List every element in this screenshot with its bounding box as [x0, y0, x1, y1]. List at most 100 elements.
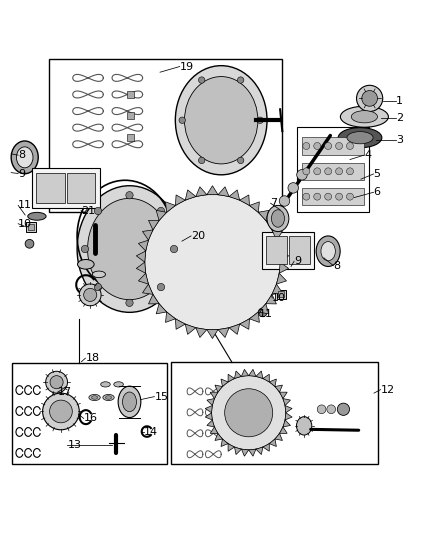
Ellipse shape — [340, 106, 389, 127]
Polygon shape — [285, 406, 292, 413]
Ellipse shape — [338, 128, 382, 148]
Ellipse shape — [114, 382, 124, 387]
Circle shape — [327, 405, 336, 414]
Polygon shape — [218, 328, 229, 337]
Polygon shape — [272, 284, 283, 294]
Circle shape — [288, 183, 298, 193]
Circle shape — [279, 196, 290, 206]
Ellipse shape — [347, 132, 373, 144]
Polygon shape — [215, 385, 223, 392]
Polygon shape — [279, 262, 289, 273]
Bar — [127, 134, 134, 141]
Polygon shape — [210, 392, 218, 399]
Bar — [36, 173, 65, 203]
Circle shape — [257, 117, 263, 124]
Polygon shape — [283, 420, 290, 427]
Text: 3: 3 — [396, 135, 403, 145]
Circle shape — [79, 284, 101, 306]
Text: 4: 4 — [364, 150, 371, 160]
Text: 7: 7 — [271, 198, 278, 208]
Bar — [266, 236, 287, 264]
Text: 1: 1 — [396, 96, 403, 107]
Text: 6: 6 — [374, 187, 381, 197]
Circle shape — [198, 77, 205, 83]
Polygon shape — [136, 262, 146, 273]
Polygon shape — [166, 312, 176, 322]
Ellipse shape — [184, 77, 258, 164]
Ellipse shape — [106, 395, 112, 399]
Ellipse shape — [92, 271, 106, 278]
Circle shape — [314, 142, 321, 149]
Text: 12: 12 — [381, 385, 395, 394]
Polygon shape — [138, 240, 148, 251]
Circle shape — [314, 168, 321, 175]
Circle shape — [346, 168, 353, 175]
Polygon shape — [207, 329, 218, 338]
Text: 9: 9 — [294, 256, 301, 266]
Text: 16: 16 — [84, 414, 98, 423]
Polygon shape — [272, 230, 283, 240]
Polygon shape — [249, 369, 256, 376]
Text: 20: 20 — [191, 231, 205, 241]
Ellipse shape — [78, 260, 94, 269]
Text: 17: 17 — [57, 387, 71, 397]
Polygon shape — [234, 371, 241, 378]
Polygon shape — [221, 439, 228, 447]
Circle shape — [212, 376, 286, 450]
Text: 11: 11 — [259, 309, 273, 319]
Bar — [289, 236, 310, 264]
Circle shape — [346, 142, 353, 149]
Polygon shape — [285, 413, 292, 420]
Polygon shape — [215, 433, 223, 440]
Circle shape — [237, 157, 244, 164]
Ellipse shape — [16, 147, 33, 168]
Polygon shape — [176, 195, 185, 206]
Polygon shape — [228, 443, 234, 451]
Polygon shape — [256, 447, 263, 455]
Polygon shape — [256, 371, 263, 378]
Circle shape — [325, 142, 332, 149]
Polygon shape — [275, 385, 283, 392]
Ellipse shape — [28, 212, 46, 220]
Bar — [32, 168, 100, 207]
Polygon shape — [266, 294, 276, 304]
Polygon shape — [250, 202, 259, 212]
Polygon shape — [176, 319, 185, 329]
Polygon shape — [258, 211, 268, 221]
Polygon shape — [205, 413, 212, 420]
Ellipse shape — [321, 241, 336, 261]
Text: 13: 13 — [67, 440, 81, 450]
Polygon shape — [263, 374, 269, 382]
Circle shape — [198, 157, 205, 164]
Bar — [49, 59, 283, 212]
Circle shape — [336, 142, 343, 149]
Ellipse shape — [103, 394, 114, 400]
Circle shape — [126, 191, 133, 199]
Polygon shape — [241, 449, 249, 456]
Circle shape — [303, 142, 310, 149]
Bar — [277, 289, 286, 299]
Circle shape — [170, 245, 178, 253]
Circle shape — [157, 284, 165, 291]
Text: 8: 8 — [333, 261, 340, 271]
Circle shape — [317, 405, 326, 414]
Text: 11: 11 — [18, 200, 32, 211]
Text: 8: 8 — [18, 150, 25, 160]
Circle shape — [314, 193, 321, 200]
Circle shape — [145, 195, 280, 330]
Bar — [279, 292, 285, 297]
Ellipse shape — [267, 205, 289, 231]
Circle shape — [237, 77, 244, 83]
Text: 5: 5 — [374, 169, 381, 179]
Circle shape — [81, 245, 88, 253]
Polygon shape — [196, 328, 207, 337]
Ellipse shape — [118, 386, 141, 417]
Bar — [302, 188, 364, 205]
Ellipse shape — [297, 417, 312, 435]
Circle shape — [126, 299, 133, 306]
Text: 18: 18 — [85, 353, 99, 363]
Bar — [26, 222, 35, 231]
Ellipse shape — [92, 395, 98, 399]
Polygon shape — [229, 190, 240, 200]
Text: 10: 10 — [272, 293, 286, 303]
